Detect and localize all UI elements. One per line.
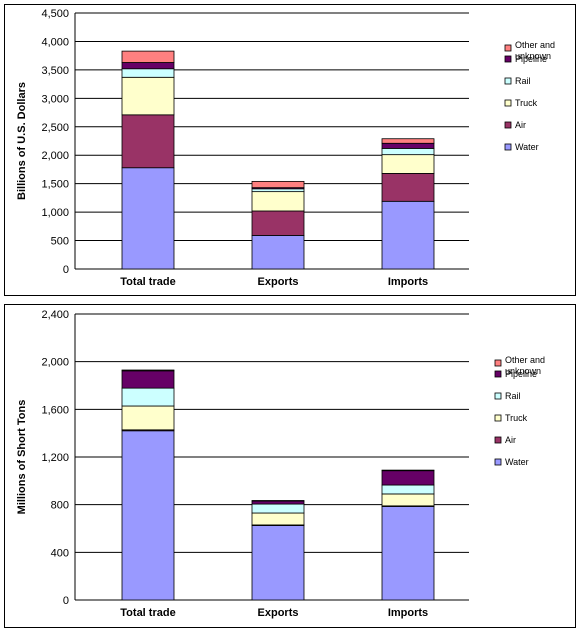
category-label: Exports bbox=[258, 276, 299, 288]
bar-segment-water bbox=[251, 525, 305, 601]
bar-segment-rail bbox=[251, 188, 305, 193]
legend-swatch bbox=[494, 359, 502, 367]
y-tick-label: 1,500 bbox=[41, 179, 69, 191]
bar-segment-rail bbox=[121, 68, 175, 78]
y-axis-label: Billions of U.S. Dollars bbox=[16, 82, 28, 200]
y-tick-label: 2,400 bbox=[41, 309, 69, 321]
legend-label: Truck bbox=[505, 413, 528, 423]
legend-swatch bbox=[504, 121, 512, 129]
bar-segment-water bbox=[381, 200, 435, 270]
bar-segment-other-and-unknown bbox=[251, 500, 305, 502]
bar-segment-pipeline bbox=[381, 142, 435, 149]
category-label: Total trade bbox=[120, 607, 175, 619]
bar-segment-rail bbox=[251, 503, 305, 514]
bar-segment-other-and-unknown bbox=[381, 469, 435, 472]
y-axis-label: Millions of Short Tons bbox=[16, 400, 28, 515]
bar-segment-water bbox=[121, 430, 175, 601]
category-label: Imports bbox=[388, 276, 428, 288]
tonnage-stacked-bar-chart: 0 400 800 1,200 1,600 2,000 2,400 Millions of S… bbox=[16, 309, 545, 619]
bar-segment-pipeline bbox=[381, 470, 435, 486]
y-tick-label: 400 bbox=[51, 547, 69, 559]
bar-segment-pipeline bbox=[121, 370, 175, 389]
legend-swatch bbox=[494, 392, 502, 400]
legend-swatch bbox=[494, 458, 502, 466]
y-tick-label: 0 bbox=[63, 595, 69, 607]
legend-label: Rail bbox=[515, 76, 531, 86]
legend-swatch bbox=[504, 77, 512, 85]
y-tick-label: 1,000 bbox=[41, 207, 69, 219]
category-label: Exports bbox=[258, 607, 299, 619]
bar-segment-other-and-unknown bbox=[251, 180, 305, 189]
legend-label: Pipeline bbox=[515, 54, 547, 64]
y-tick-label: 3,500 bbox=[41, 65, 69, 77]
y-tick-label: 4,500 bbox=[41, 8, 69, 20]
legend-swatch bbox=[504, 44, 512, 52]
legend-swatch bbox=[494, 370, 502, 378]
legend-label: Other and unknown bbox=[515, 40, 555, 61]
bar-segment-rail bbox=[121, 387, 175, 407]
bar-segment-air bbox=[381, 173, 435, 202]
bar-segment-other-and-unknown bbox=[121, 50, 175, 63]
bar-segment-rail bbox=[381, 484, 435, 495]
legend-swatch bbox=[494, 436, 502, 444]
bar-segment-air bbox=[251, 210, 305, 236]
legend-swatch bbox=[504, 99, 512, 107]
bar-segment-truck bbox=[381, 154, 435, 174]
y-tick-label: 1,200 bbox=[41, 452, 69, 464]
bar-segment-other-and-unknown bbox=[121, 369, 175, 372]
legend-label: Water bbox=[505, 457, 529, 467]
legend-label: Rail bbox=[505, 391, 521, 401]
bar-segment-water bbox=[251, 235, 305, 270]
bar-segment-truck bbox=[251, 512, 305, 526]
legend-swatch bbox=[504, 143, 512, 151]
y-tick-label: 3,000 bbox=[41, 93, 69, 105]
legend-label: Pipeline bbox=[505, 369, 537, 379]
legend-label: Water bbox=[515, 142, 539, 152]
bar-segment-truck bbox=[121, 405, 175, 431]
y-tick-label: 800 bbox=[51, 500, 69, 512]
value-chart-panel: 0 500 1,000 1,500 2,000 2,500 3,000 3,500 4,000 4… bbox=[4, 4, 576, 296]
legend-swatch bbox=[494, 414, 502, 422]
y-tick-label: 4,000 bbox=[41, 36, 69, 48]
category-label: Imports bbox=[388, 607, 428, 619]
bar-segment-truck bbox=[121, 76, 175, 116]
tonnage-chart-panel: 0 400 800 1,200 1,600 2,000 2,400 Millions of S… bbox=[4, 304, 576, 628]
bar-segment-pipeline bbox=[121, 62, 175, 70]
y-tick-label: 2,500 bbox=[41, 122, 69, 134]
bar-segment-air bbox=[121, 114, 175, 169]
legend-label: Air bbox=[515, 120, 526, 130]
bar-segment-other-and-unknown bbox=[381, 138, 435, 144]
bar-segment-pipeline bbox=[251, 500, 305, 505]
y-tick-label: 2,000 bbox=[41, 150, 69, 162]
y-tick-label: 1,600 bbox=[41, 404, 69, 416]
legend-label: Other and unknown bbox=[505, 355, 545, 376]
bar-segment-water bbox=[121, 167, 175, 270]
category-label: Total trade bbox=[120, 276, 175, 288]
bar-segment-truck bbox=[251, 191, 305, 212]
bar-segment-water bbox=[381, 506, 435, 601]
legend-label: Truck bbox=[515, 98, 538, 108]
bar-segment-rail bbox=[381, 147, 435, 156]
y-tick-label: 0 bbox=[63, 264, 69, 276]
y-tick-label: 2,000 bbox=[41, 357, 69, 369]
value-stacked-bar-chart: 0 500 1,000 1,500 2,000 2,500 3,000 3,500 4,000 4… bbox=[16, 8, 555, 288]
legend-label: Air bbox=[505, 435, 516, 445]
bar-segment-truck bbox=[381, 493, 435, 507]
y-tick-label: 500 bbox=[51, 236, 69, 248]
legend-swatch bbox=[504, 55, 512, 63]
